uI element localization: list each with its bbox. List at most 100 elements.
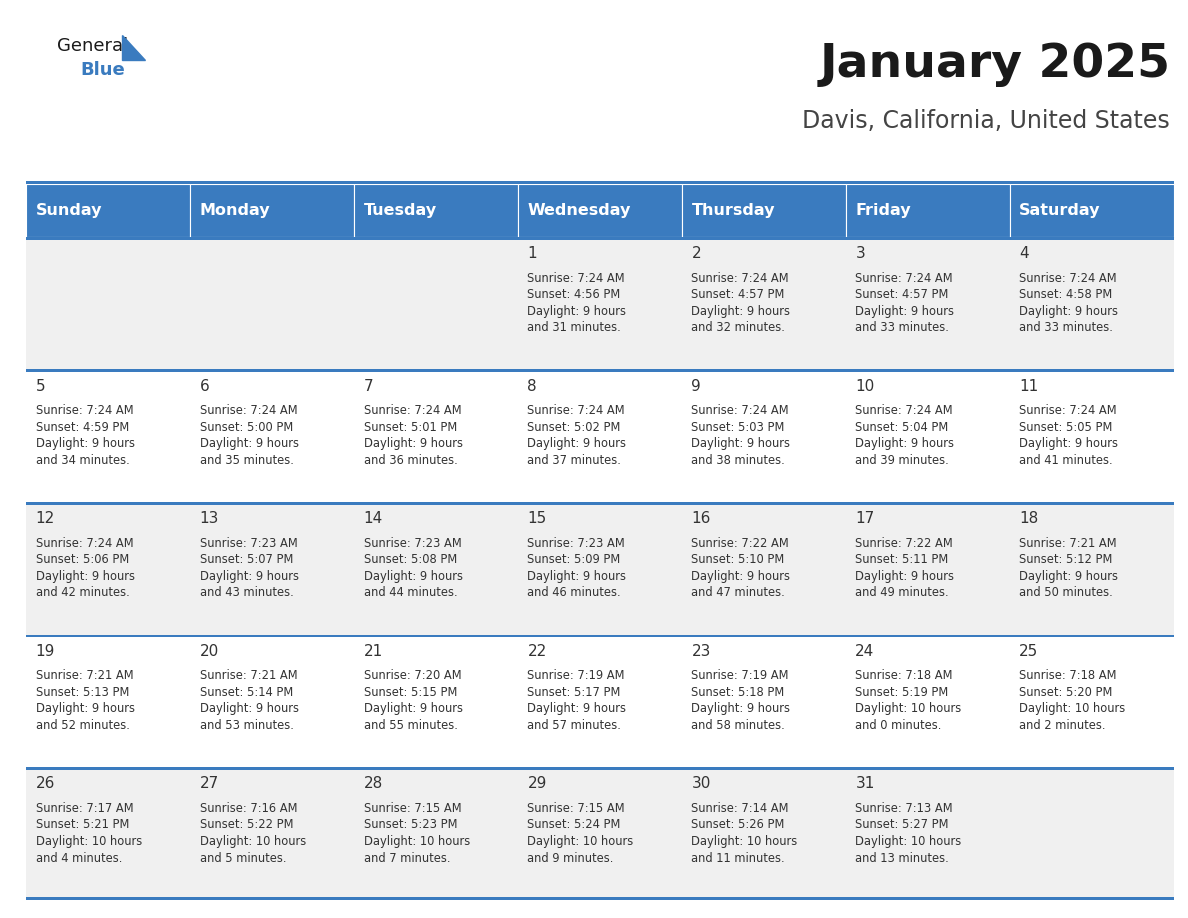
Text: Sunset: 5:27 PM: Sunset: 5:27 PM: [855, 819, 949, 832]
Text: Daylight: 9 hours: Daylight: 9 hours: [364, 570, 462, 583]
Text: Sunrise: 7:23 AM: Sunrise: 7:23 AM: [527, 537, 625, 550]
Text: and 37 minutes.: and 37 minutes.: [527, 453, 621, 467]
Text: Sunset: 5:20 PM: Sunset: 5:20 PM: [1019, 686, 1113, 699]
Text: Daylight: 10 hours: Daylight: 10 hours: [1019, 702, 1125, 715]
Text: and 34 minutes.: and 34 minutes.: [36, 453, 129, 467]
Text: Thursday: Thursday: [691, 203, 775, 218]
Text: Sunset: 5:10 PM: Sunset: 5:10 PM: [691, 554, 784, 566]
Text: Sunset: 5:04 PM: Sunset: 5:04 PM: [855, 420, 948, 434]
Text: and 58 minutes.: and 58 minutes.: [691, 719, 785, 732]
Text: Sunset: 5:07 PM: Sunset: 5:07 PM: [200, 554, 293, 566]
Text: Monday: Monday: [200, 203, 270, 218]
Bar: [190, 372, 354, 502]
Text: Sunset: 5:19 PM: Sunset: 5:19 PM: [855, 686, 948, 699]
Bar: [1010, 184, 1174, 237]
Bar: [190, 505, 354, 634]
Text: Sunset: 5:05 PM: Sunset: 5:05 PM: [1019, 420, 1113, 434]
Text: and 57 minutes.: and 57 minutes.: [527, 719, 621, 732]
Text: 4: 4: [1019, 246, 1029, 261]
Text: Sunrise: 7:14 AM: Sunrise: 7:14 AM: [691, 802, 789, 815]
Text: Tuesday: Tuesday: [364, 203, 437, 218]
Bar: [682, 505, 846, 634]
Text: Daylight: 10 hours: Daylight: 10 hours: [527, 835, 633, 848]
Text: and 50 minutes.: and 50 minutes.: [1019, 587, 1113, 599]
Text: Sunrise: 7:24 AM: Sunrise: 7:24 AM: [36, 537, 133, 550]
Text: Daylight: 10 hours: Daylight: 10 hours: [200, 835, 305, 848]
Text: Sunset: 5:13 PM: Sunset: 5:13 PM: [36, 686, 129, 699]
Bar: [1010, 770, 1174, 900]
Bar: [846, 637, 1010, 767]
Text: Sunset: 5:24 PM: Sunset: 5:24 PM: [527, 819, 621, 832]
Text: Sunrise: 7:24 AM: Sunrise: 7:24 AM: [527, 272, 625, 285]
Text: Sunset: 5:26 PM: Sunset: 5:26 PM: [691, 819, 785, 832]
Bar: [846, 184, 1010, 237]
Text: Daylight: 9 hours: Daylight: 9 hours: [364, 437, 462, 451]
Text: Sunrise: 7:22 AM: Sunrise: 7:22 AM: [855, 537, 953, 550]
Bar: [518, 637, 682, 767]
Text: 19: 19: [36, 644, 55, 659]
Text: Sunset: 4:56 PM: Sunset: 4:56 PM: [527, 288, 620, 301]
Text: and 11 minutes.: and 11 minutes.: [691, 852, 785, 865]
Bar: [682, 372, 846, 502]
Bar: [190, 637, 354, 767]
Bar: [354, 184, 518, 237]
Text: and 38 minutes.: and 38 minutes.: [691, 453, 785, 467]
Text: Daylight: 10 hours: Daylight: 10 hours: [691, 835, 797, 848]
Bar: [26, 634, 1174, 637]
Text: 24: 24: [855, 644, 874, 659]
Text: Daylight: 9 hours: Daylight: 9 hours: [364, 702, 462, 715]
Text: Daylight: 9 hours: Daylight: 9 hours: [691, 702, 790, 715]
Text: Daylight: 10 hours: Daylight: 10 hours: [36, 835, 141, 848]
Text: Sunset: 5:17 PM: Sunset: 5:17 PM: [527, 686, 621, 699]
Text: Daylight: 9 hours: Daylight: 9 hours: [527, 702, 626, 715]
Text: Daylight: 9 hours: Daylight: 9 hours: [1019, 305, 1118, 318]
Text: and 46 minutes.: and 46 minutes.: [527, 587, 621, 599]
Text: and 41 minutes.: and 41 minutes.: [1019, 453, 1113, 467]
Bar: [26, 369, 1174, 372]
Text: Wednesday: Wednesday: [527, 203, 631, 218]
Text: Sunset: 5:12 PM: Sunset: 5:12 PM: [1019, 554, 1113, 566]
Text: Sunrise: 7:19 AM: Sunrise: 7:19 AM: [691, 669, 789, 682]
Text: Sunset: 5:00 PM: Sunset: 5:00 PM: [200, 420, 292, 434]
Bar: [682, 184, 846, 237]
Text: and 0 minutes.: and 0 minutes.: [855, 719, 942, 732]
Text: 25: 25: [1019, 644, 1038, 659]
Bar: [26, 637, 190, 767]
Text: 2: 2: [691, 246, 701, 261]
Text: Sunset: 4:59 PM: Sunset: 4:59 PM: [36, 420, 128, 434]
Text: and 47 minutes.: and 47 minutes.: [691, 587, 785, 599]
Text: 7: 7: [364, 378, 373, 394]
Bar: [190, 240, 354, 369]
Text: Sunset: 5:02 PM: Sunset: 5:02 PM: [527, 420, 621, 434]
Text: and 55 minutes.: and 55 minutes.: [364, 719, 457, 732]
Text: Sunrise: 7:24 AM: Sunrise: 7:24 AM: [1019, 272, 1117, 285]
Text: and 53 minutes.: and 53 minutes.: [200, 719, 293, 732]
Text: 16: 16: [691, 511, 710, 526]
Text: Sunset: 4:57 PM: Sunset: 4:57 PM: [691, 288, 785, 301]
Bar: [1010, 505, 1174, 634]
Text: Daylight: 10 hours: Daylight: 10 hours: [855, 835, 961, 848]
Text: Sunset: 5:03 PM: Sunset: 5:03 PM: [691, 420, 785, 434]
Text: Sunrise: 7:24 AM: Sunrise: 7:24 AM: [691, 404, 789, 418]
Text: 18: 18: [1019, 511, 1038, 526]
Text: Daylight: 9 hours: Daylight: 9 hours: [200, 702, 298, 715]
Bar: [682, 240, 846, 369]
Text: Sunset: 5:18 PM: Sunset: 5:18 PM: [691, 686, 784, 699]
Text: Sunset: 5:06 PM: Sunset: 5:06 PM: [36, 554, 128, 566]
Bar: [354, 240, 518, 369]
Text: Sunrise: 7:24 AM: Sunrise: 7:24 AM: [200, 404, 297, 418]
Text: 3: 3: [855, 246, 865, 261]
Text: Sunrise: 7:24 AM: Sunrise: 7:24 AM: [364, 404, 461, 418]
Bar: [354, 770, 518, 900]
Bar: [26, 181, 1174, 184]
Text: and 44 minutes.: and 44 minutes.: [364, 587, 457, 599]
Text: Sunrise: 7:22 AM: Sunrise: 7:22 AM: [691, 537, 789, 550]
Bar: [26, 897, 1174, 900]
Text: Sunset: 5:11 PM: Sunset: 5:11 PM: [855, 554, 948, 566]
Text: Daylight: 9 hours: Daylight: 9 hours: [855, 305, 954, 318]
Text: and 33 minutes.: and 33 minutes.: [1019, 321, 1113, 334]
Text: Daylight: 9 hours: Daylight: 9 hours: [1019, 437, 1118, 451]
Bar: [846, 505, 1010, 634]
Text: Sunset: 4:57 PM: Sunset: 4:57 PM: [855, 288, 949, 301]
Text: 27: 27: [200, 777, 219, 791]
